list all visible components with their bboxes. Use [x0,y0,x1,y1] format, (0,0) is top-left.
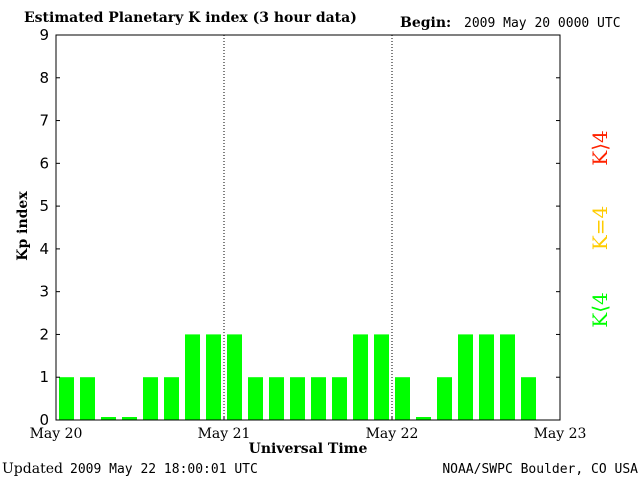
kp-bar [437,377,452,420]
kp-bar [311,377,326,420]
bars-layer [59,334,536,420]
legend: K⟨4 K=4 K⟩4 [588,130,612,327]
kp-bar [185,334,200,420]
kp-bar [458,334,473,420]
plot-border [55,34,561,421]
kp-bar [290,377,305,420]
y-tick-label: 7 [39,112,49,130]
kp-bar [353,334,368,420]
kp-bar [143,377,158,420]
y-tick-label: 1 [39,368,49,386]
x-tick-label: May 22 [366,426,419,442]
kp-bar [479,334,494,420]
kp-bar [374,334,389,420]
x-tick-label: May 21 [198,426,251,442]
x-tick-label: May 20 [30,426,83,442]
begin-label: Begin: [400,15,451,31]
updated-label: Updated [2,461,63,477]
y-axis-title: Kp index [15,191,31,261]
legend-entry: K⟩4 [588,130,612,165]
kp-bar [206,334,221,420]
updated-value: 2009 May 22 18:00:01 UTC [70,462,258,477]
y-tick-label: 9 [39,26,49,44]
x-tick-label: May 23 [534,426,587,442]
kp-bar [227,334,242,420]
x-ticks: May 20 May 21 May 22 May 23 [30,416,587,442]
y-tick-label: 6 [39,154,49,172]
kp-bar [521,377,536,420]
day-dividers [223,35,393,420]
kp-bar [416,417,431,420]
y-tick-label: 3 [39,283,49,301]
kp-bar [332,377,347,420]
y-ticks: 0 1 2 3 4 5 6 7 8 9 [39,26,560,429]
y-tick-label: 8 [39,69,49,87]
chart-title: Estimated Planetary K index (3 hour data… [24,10,357,26]
kp-bar [248,377,263,420]
source-credit: NOAA/SWPC Boulder, CO USA [442,462,638,477]
legend-entry: K=4 [588,206,612,250]
x-axis-title: Universal Time [249,441,368,457]
y-tick-label: 5 [39,197,49,215]
kp-bar [59,377,74,420]
kp-bar [395,377,410,420]
kp-bar [164,377,179,420]
kp-bar [122,417,137,420]
kp-bar [500,334,515,420]
kp-bar [80,377,95,420]
kp-bar [101,417,116,420]
y-tick-label: 2 [39,325,49,343]
y-tick-label: 0 [39,411,49,429]
plot-frame [55,34,561,421]
begin-value: 2009 May 20 0000 UTC [464,16,621,31]
kp-bar [269,377,284,420]
legend-entry: K⟨4 [588,292,612,327]
y-tick-label: 4 [39,240,49,258]
